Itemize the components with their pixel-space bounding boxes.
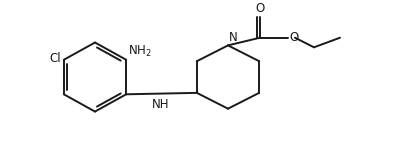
Text: Cl: Cl — [49, 52, 61, 65]
Text: NH$_2$: NH$_2$ — [128, 44, 152, 59]
Text: O: O — [256, 2, 265, 15]
Text: N: N — [229, 31, 238, 44]
Text: O: O — [289, 31, 298, 44]
Text: NH: NH — [152, 98, 169, 111]
